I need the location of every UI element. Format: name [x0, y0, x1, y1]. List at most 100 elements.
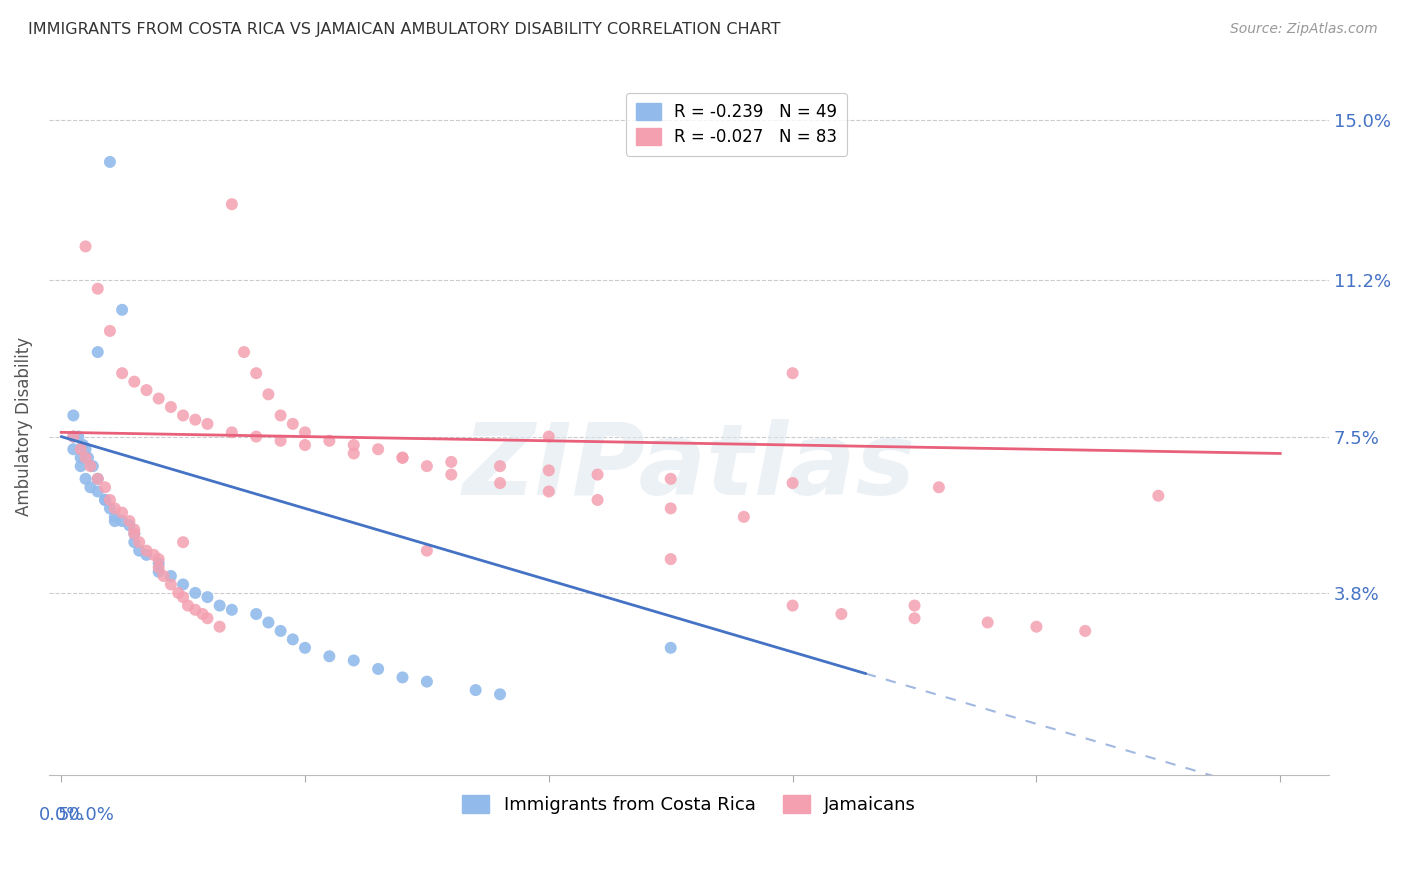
Point [537, 484, 560, 499]
Point [489, 476, 512, 491]
Y-axis label: Ambulatory Disability: Ambulatory Disability [15, 336, 32, 516]
Point [177, 599, 200, 613]
Point [830, 607, 852, 621]
Point [191, 607, 214, 621]
Point [79, 459, 101, 474]
Point [197, 417, 219, 431]
Point [245, 366, 267, 380]
Point [391, 670, 413, 684]
Point [184, 603, 207, 617]
Point [77, 450, 100, 465]
Point [87, 472, 110, 486]
Point [75, 450, 97, 465]
Point [160, 569, 183, 583]
Point [586, 492, 609, 507]
Point [94, 480, 117, 494]
Point [135, 383, 157, 397]
Point [111, 302, 134, 317]
Point [148, 565, 170, 579]
Point [104, 509, 127, 524]
Point [104, 514, 127, 528]
Point [208, 620, 231, 634]
Point [281, 417, 304, 431]
Point [208, 599, 231, 613]
Point [782, 476, 804, 491]
Point [98, 492, 121, 507]
Point [928, 480, 950, 494]
Point [62, 429, 84, 443]
Point [82, 459, 104, 474]
Point [124, 523, 146, 537]
Point [782, 599, 804, 613]
Point [391, 450, 413, 465]
Point [343, 438, 366, 452]
Point [67, 429, 90, 443]
Point [1147, 489, 1170, 503]
Point [167, 586, 190, 600]
Point [294, 438, 316, 452]
Point [69, 450, 91, 465]
Point [440, 455, 463, 469]
Point [367, 662, 389, 676]
Point [79, 480, 101, 494]
Point [118, 518, 141, 533]
Point [128, 535, 150, 549]
Point [94, 492, 117, 507]
Point [172, 577, 194, 591]
Point [733, 509, 755, 524]
Point [659, 552, 682, 566]
Point [221, 425, 243, 440]
Point [976, 615, 998, 630]
Point [87, 282, 110, 296]
Point [148, 557, 170, 571]
Point [903, 599, 925, 613]
Point [160, 577, 183, 591]
Point [87, 345, 110, 359]
Point [245, 429, 267, 443]
Point [245, 607, 267, 621]
Point [197, 590, 219, 604]
Point [1025, 620, 1047, 634]
Text: IMMIGRANTS FROM COSTA RICA VS JAMAICAN AMBULATORY DISABILITY CORRELATION CHART: IMMIGRANTS FROM COSTA RICA VS JAMAICAN A… [28, 22, 780, 37]
Point [294, 425, 316, 440]
Point [416, 543, 439, 558]
Point [221, 197, 243, 211]
Point [72, 438, 94, 452]
Point [184, 586, 207, 600]
Point [75, 239, 97, 253]
Point [391, 450, 413, 465]
Point [62, 409, 84, 423]
Point [69, 442, 91, 457]
Point [98, 324, 121, 338]
Point [142, 548, 165, 562]
Point [148, 560, 170, 574]
Point [416, 459, 439, 474]
Point [270, 409, 292, 423]
Point [104, 501, 127, 516]
Text: ZIPatlas: ZIPatlas [463, 419, 915, 516]
Point [270, 624, 292, 638]
Point [903, 611, 925, 625]
Point [318, 434, 340, 448]
Text: Source: ZipAtlas.com: Source: ZipAtlas.com [1230, 22, 1378, 37]
Point [586, 467, 609, 482]
Point [75, 472, 97, 486]
Point [489, 459, 512, 474]
Point [440, 467, 463, 482]
Point [659, 472, 682, 486]
Point [782, 366, 804, 380]
Point [124, 535, 146, 549]
Text: 0.0%: 0.0% [38, 806, 84, 824]
Point [111, 506, 134, 520]
Point [257, 387, 280, 401]
Point [135, 543, 157, 558]
Point [294, 640, 316, 655]
Point [152, 569, 174, 583]
Point [124, 375, 146, 389]
Point [172, 535, 194, 549]
Point [233, 345, 256, 359]
Point [98, 501, 121, 516]
Point [318, 649, 340, 664]
Point [659, 501, 682, 516]
Point [111, 366, 134, 380]
